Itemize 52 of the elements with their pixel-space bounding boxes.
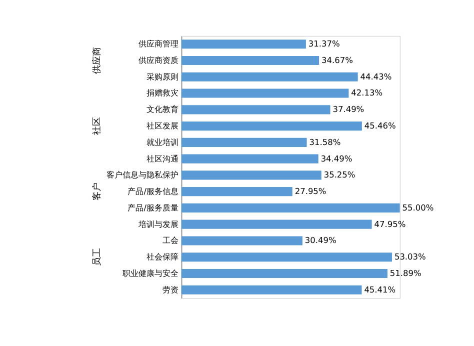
y-tick-label: 社区发展 — [146, 120, 178, 131]
bar — [181, 170, 322, 180]
text: 员工 — [92, 248, 103, 266]
data-label: 35.25% — [324, 170, 356, 180]
data-label: 44.43% — [360, 71, 392, 82]
data-label: 51.89% — [390, 268, 422, 278]
data-label: 55.00% — [402, 202, 434, 212]
y-tick-label: 文化教育 — [146, 104, 178, 114]
data-label: 45.46% — [364, 120, 396, 131]
bar — [181, 122, 362, 131]
bar — [181, 154, 318, 164]
bar — [181, 187, 292, 196]
data-label: 53.03% — [394, 252, 426, 262]
data-label: 31.58% — [309, 136, 341, 147]
bar — [181, 252, 392, 262]
text: 客户 — [92, 182, 103, 201]
text: 供应商 — [92, 47, 103, 74]
data-label: 30.49% — [304, 235, 337, 246]
bar — [181, 56, 320, 66]
data-label: 31.37% — [308, 38, 340, 49]
data-label: 42.13% — [351, 88, 383, 98]
y-tick-label: 产品/服务信息 — [128, 186, 178, 196]
bar — [181, 105, 330, 114]
data-label: 34.67% — [322, 54, 354, 65]
data-label: 47.95% — [374, 218, 406, 229]
bar — [181, 40, 306, 49]
y-tick-label: 客户信息与隐私保护 — [106, 170, 178, 180]
bar — [181, 220, 372, 229]
data-label: 34.49% — [320, 153, 352, 164]
bar — [181, 285, 362, 294]
y-tick-label: 捐赠救灾 — [146, 88, 178, 98]
y-tick-label: 社区沟通 — [146, 153, 178, 164]
bar — [181, 268, 388, 278]
data-label: 45.41% — [364, 284, 396, 294]
bar — [181, 236, 302, 246]
text: 社区 — [92, 117, 103, 136]
y-tick-label: 社会保障 — [146, 252, 178, 262]
bar — [181, 88, 349, 98]
data-label: 37.49% — [332, 104, 364, 114]
y-tick-label: 供应商管理 — [138, 38, 178, 49]
y-tick-label: 产品/服务质量 — [128, 202, 178, 212]
y-tick-label: 采购原则 — [146, 71, 178, 82]
bar — [181, 72, 358, 82]
bar — [181, 138, 307, 147]
y-tick-label: 培训与发展 — [137, 218, 178, 229]
y-tick-label: 就业培训 — [146, 136, 178, 147]
data-label: 27.95% — [294, 186, 326, 196]
y-tick-label: 劳资 — [162, 284, 178, 294]
bar — [181, 203, 400, 212]
y-tick-label: 供应商资质 — [138, 54, 178, 65]
y-tick-label: 职业健康与安全 — [122, 268, 178, 278]
y-tick-label: 工会 — [162, 235, 178, 246]
